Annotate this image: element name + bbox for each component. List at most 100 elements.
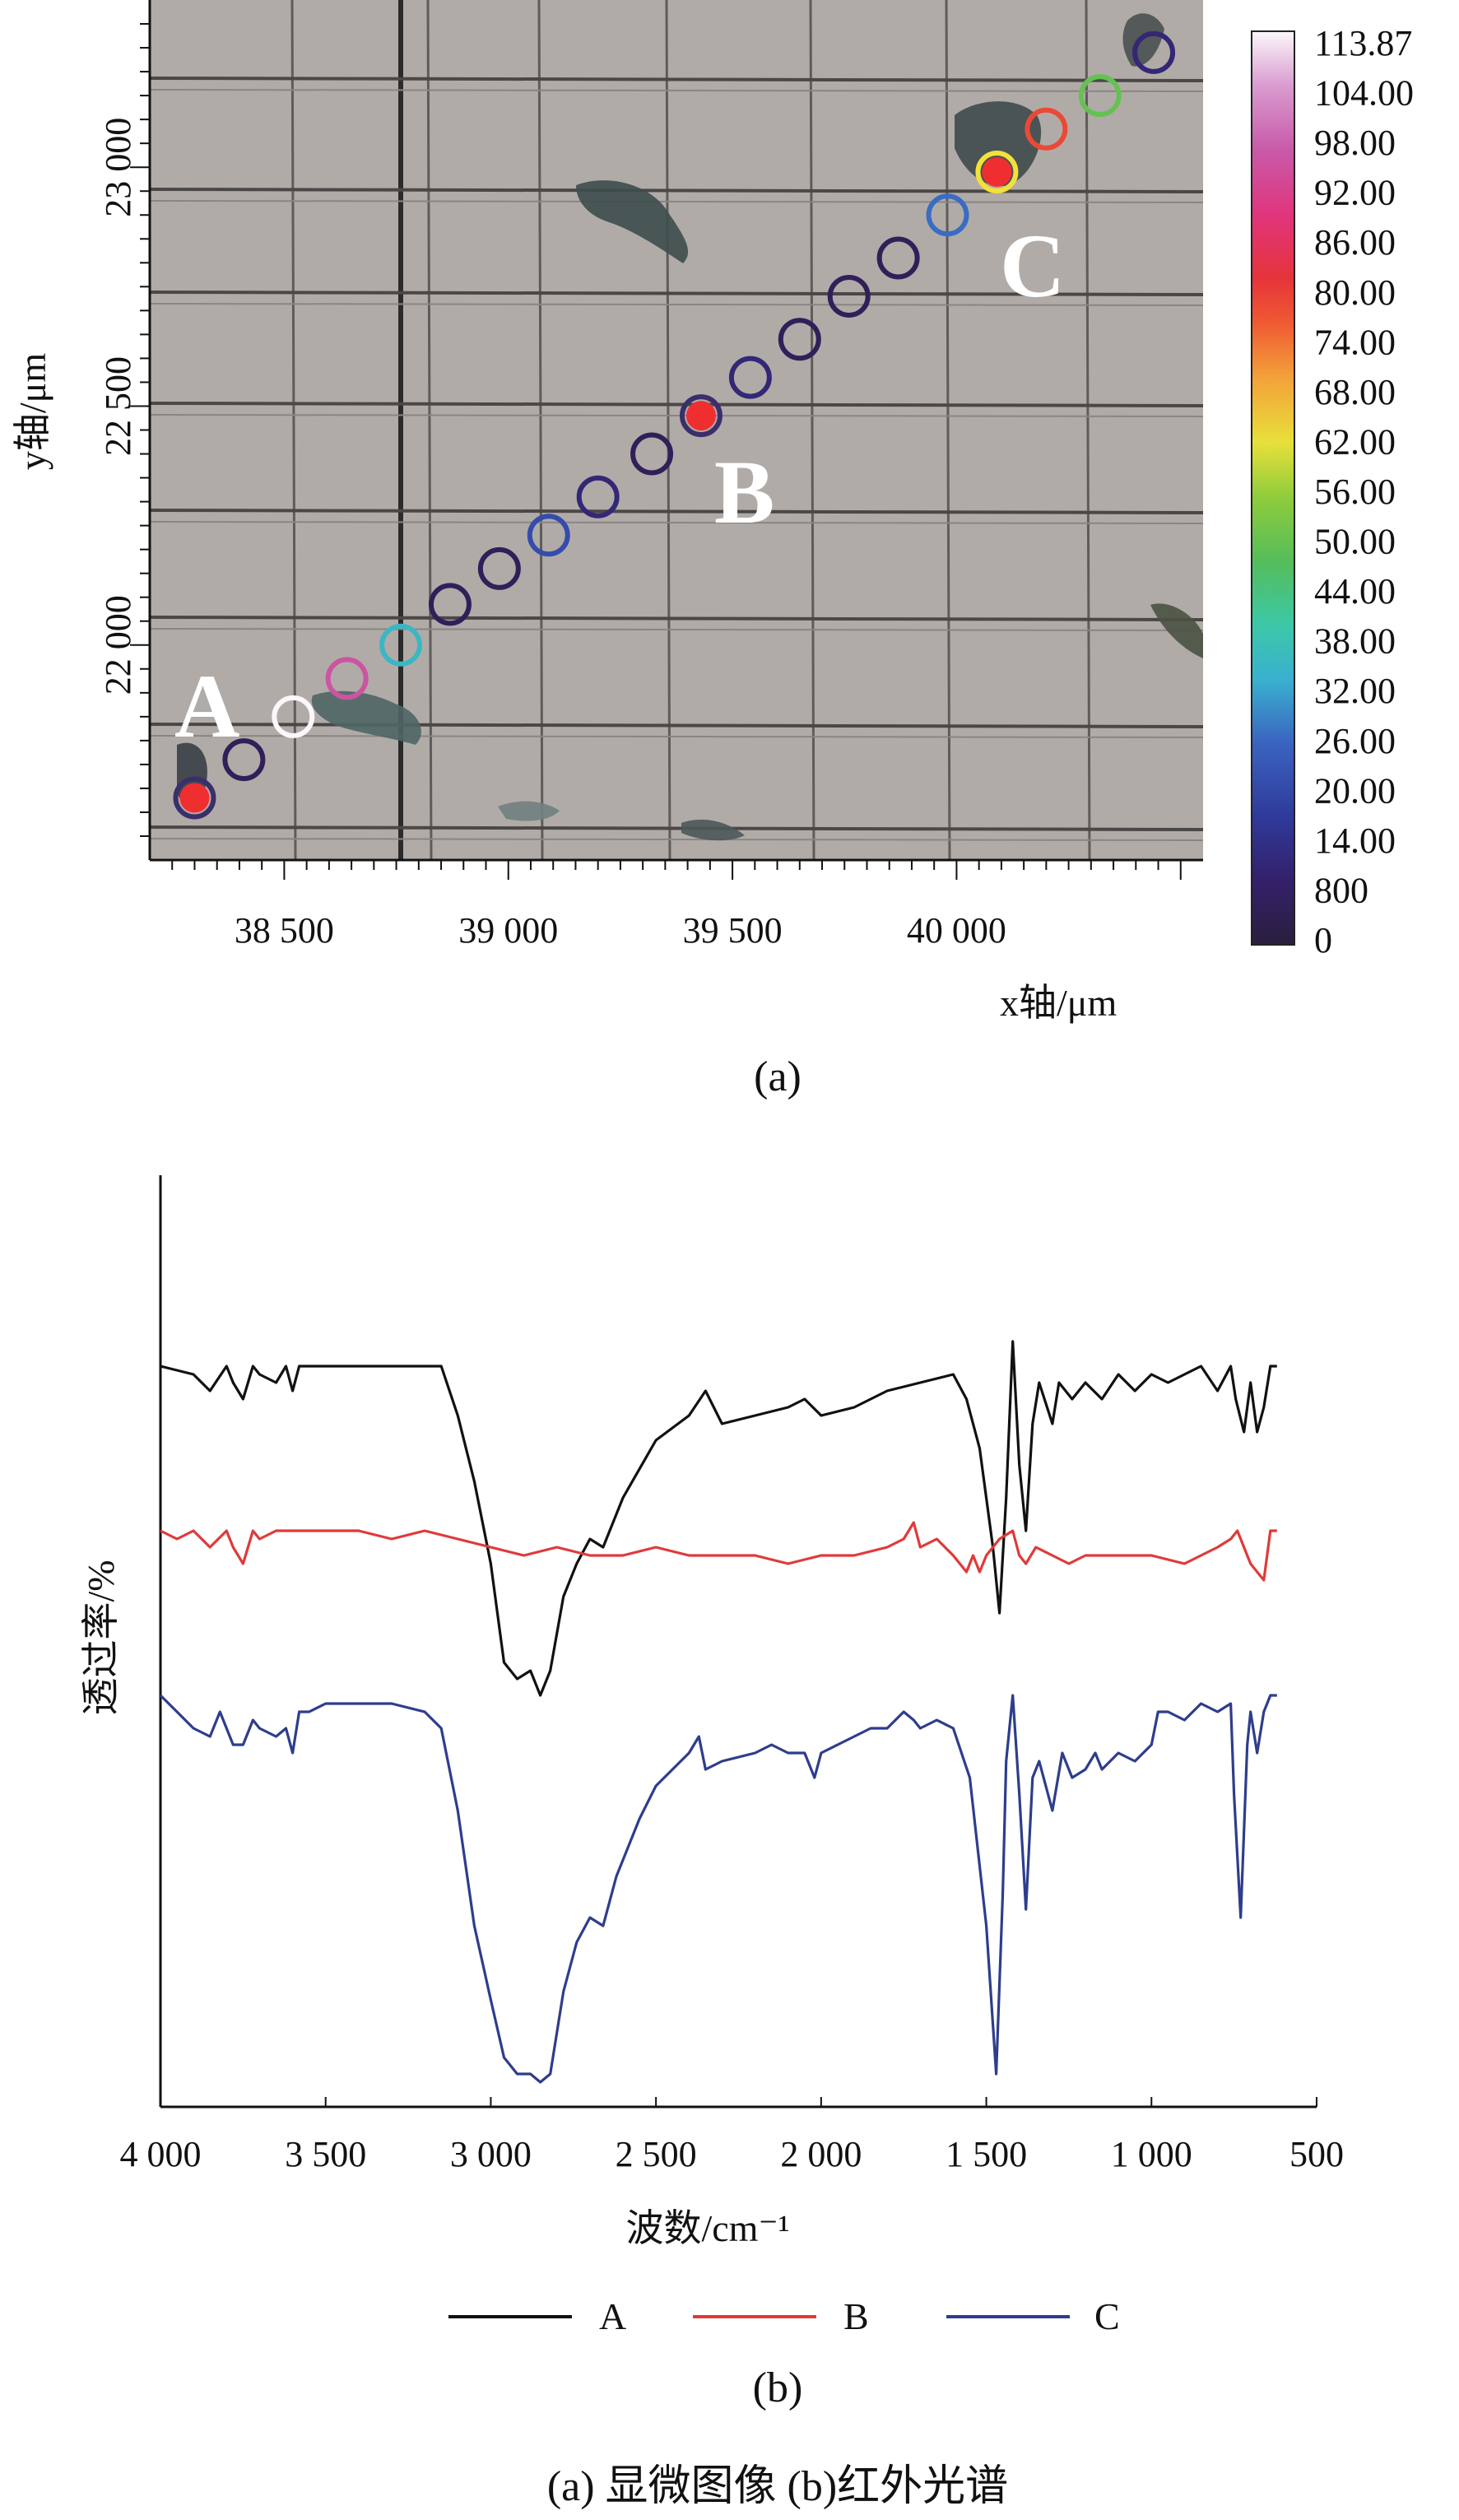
measurement-point	[1078, 74, 1122, 118]
colorbar-label: 800	[1314, 870, 1368, 910]
measurement-point	[272, 695, 315, 738]
particle-middle	[576, 180, 689, 263]
particle-bottom-2	[681, 819, 745, 841]
figure-caption: (a) 显微图像 (b)红外光谱	[547, 2463, 1008, 2510]
microscope-axes: 38 500 39 000 39 500 40 000 23 000 22 500 22 0…	[98, 0, 1203, 951]
measurement-point	[926, 193, 969, 237]
spectrum-x-ticks: 4 000 3 500 3 000 2 500 2 000 1 500 1 000 500	[120, 2097, 1344, 2174]
grid-vline	[665, 0, 671, 860]
particle-c	[955, 101, 1042, 187]
measurement-point	[477, 546, 521, 590]
grid-hline	[150, 291, 1203, 296]
x-axis-label-b: 波数/cm⁻¹	[625, 2207, 789, 2249]
x-tick-label-b: 4 000	[120, 2134, 202, 2174]
series-line-b	[160, 1521, 1277, 1582]
colorbar-label: 98.00	[1314, 123, 1396, 163]
point-labels: A B C	[174, 216, 1065, 756]
measurement-point	[1132, 30, 1176, 74]
y-tick-label-a: 22 500	[98, 356, 138, 456]
colorbar-label: 113.87	[1314, 23, 1412, 63]
microscope-grid	[150, 0, 1203, 860]
colorbar-label: 38.00	[1314, 621, 1396, 662]
grid-hline	[150, 188, 1203, 193]
grid-hline	[150, 77, 1203, 82]
panel-a: 38 500 39 000 39 500 40 000 23 000 22 500 22 0…	[12, 0, 1414, 1100]
measurement-point	[576, 475, 620, 518]
x-tick-label-b: 2 500	[616, 2134, 697, 2174]
x-axis-label-a: x轴/μm	[1000, 982, 1117, 1024]
colorbar-label: 0	[1314, 920, 1332, 960]
grid-vline	[426, 0, 433, 860]
panel-a-caption: (a)	[754, 1053, 802, 1100]
measurement-point	[679, 394, 723, 438]
colorbar-label: 68.00	[1314, 372, 1396, 412]
legend-label-c: C	[1094, 2295, 1120, 2337]
y-axis-label-a: y轴/μm	[12, 353, 53, 470]
colorbar-label: 86.00	[1314, 222, 1396, 263]
measurement-point	[975, 151, 1019, 193]
colorbar-label: 14.00	[1314, 821, 1396, 861]
grid-vline	[537, 0, 544, 860]
x-tick-label-a: 38 500	[235, 910, 334, 951]
panel-b-caption: (b)	[753, 2364, 803, 2411]
colorbar-labels: 113.87 104.00 98.00 92.00 86.00 80.00 74.00 68.…	[1314, 23, 1414, 960]
particle-a	[311, 690, 421, 745]
x-tick-label-a: 40 000	[907, 910, 1006, 951]
measurement-points	[173, 30, 1176, 820]
x-tick-label-b: 3 000	[450, 2134, 532, 2174]
x-tick-label-b: 2 000	[780, 2134, 862, 2174]
measurement-point-fill	[982, 157, 1012, 187]
colorbar-label: 62.00	[1314, 421, 1396, 462]
colorbar-label: 92.00	[1314, 173, 1396, 213]
measurement-point	[379, 623, 423, 667]
colorbar-label: 74.00	[1314, 322, 1396, 362]
grid-hline-faint	[150, 628, 1203, 631]
x-tick-label-b: 1 500	[946, 2134, 1027, 2174]
point-label-a: A	[174, 656, 239, 756]
colorbar: 113.87 104.00 98.00 92.00 86.00 80.00 74.00 68.…	[1251, 23, 1414, 960]
grid-hline-faint	[150, 735, 1203, 738]
measurement-point-fill	[685, 401, 716, 431]
y-axis-label-b: 透过率/%	[80, 1560, 122, 1715]
grid-vline	[945, 0, 951, 860]
measurement-point	[428, 583, 472, 626]
measurement-point	[222, 738, 266, 782]
series-line-a	[160, 1340, 1277, 1697]
grid-hline	[150, 825, 1203, 831]
measurement-point	[173, 776, 216, 820]
colorbar-label: 20.00	[1314, 770, 1396, 811]
x-tick-label-b: 1 000	[1111, 2134, 1192, 2174]
y-tick-label-a: 23 000	[98, 118, 138, 217]
particle-right-edge	[1150, 603, 1203, 658]
colorbar-label: 44.00	[1314, 571, 1396, 611]
colorbar-label: 56.00	[1314, 472, 1396, 512]
legend-label-b: B	[843, 2295, 869, 2337]
grid-vline	[290, 0, 297, 860]
measurement-point	[778, 318, 821, 361]
grid-hline	[150, 616, 1203, 621]
legend-label-a: A	[599, 2295, 626, 2337]
y-tick-label-a: 22 000	[98, 595, 138, 695]
colorbar-gradient	[1251, 30, 1295, 946]
measurement-point	[728, 356, 772, 399]
colorbar-label: 80.00	[1314, 272, 1396, 313]
point-label-b: B	[714, 442, 774, 542]
legend: A B C	[448, 2295, 1120, 2337]
grid-hline-faint	[150, 200, 1203, 203]
measurement-point-fill	[179, 783, 210, 813]
microscope-particles	[177, 13, 1203, 841]
grid-hline-faint	[150, 414, 1203, 417]
colorbar-label: 50.00	[1314, 522, 1396, 562]
measurement-point	[527, 514, 570, 557]
colorbar-label: 26.00	[1314, 721, 1396, 761]
measurement-point	[827, 274, 871, 318]
grid-vline	[809, 0, 815, 860]
x-tick-label-a: 39 500	[683, 910, 783, 951]
measurement-point	[325, 657, 369, 700]
grid-hline-faint	[150, 838, 1203, 841]
series-line-c	[159, 1694, 1277, 2084]
measurement-point	[630, 432, 674, 476]
grid-hline	[150, 723, 1203, 728]
